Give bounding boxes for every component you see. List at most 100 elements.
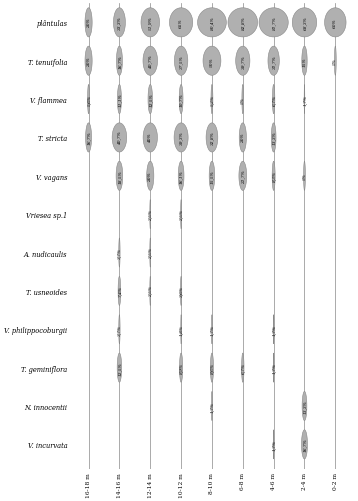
Text: 13,3%: 13,3% bbox=[272, 131, 276, 145]
Text: 5%: 5% bbox=[303, 173, 306, 180]
Polygon shape bbox=[242, 353, 244, 382]
Text: 2,5%: 2,5% bbox=[148, 286, 152, 297]
Text: 11,1%: 11,1% bbox=[117, 93, 121, 107]
Polygon shape bbox=[268, 47, 279, 76]
Polygon shape bbox=[180, 277, 182, 306]
Text: 8,9%: 8,9% bbox=[179, 362, 183, 373]
Text: 1,7%: 1,7% bbox=[210, 401, 214, 412]
Text: 5%: 5% bbox=[333, 58, 337, 65]
Polygon shape bbox=[211, 85, 213, 114]
Text: 40,7%: 40,7% bbox=[148, 55, 152, 69]
Polygon shape bbox=[304, 162, 305, 191]
Polygon shape bbox=[304, 85, 305, 114]
Text: 40%: 40% bbox=[148, 133, 152, 143]
Polygon shape bbox=[292, 9, 317, 38]
Polygon shape bbox=[179, 353, 183, 382]
Polygon shape bbox=[86, 124, 92, 153]
Text: 39,7%: 39,7% bbox=[241, 55, 245, 69]
Text: 5%: 5% bbox=[241, 97, 245, 103]
Text: 1,7%: 1,7% bbox=[210, 324, 214, 335]
Text: 12,5%: 12,5% bbox=[148, 93, 152, 107]
Text: 13,3%: 13,3% bbox=[303, 399, 306, 413]
Text: 7,4%: 7,4% bbox=[117, 286, 121, 297]
Text: 16,7%: 16,7% bbox=[303, 437, 306, 451]
Polygon shape bbox=[198, 9, 226, 38]
Polygon shape bbox=[181, 315, 182, 344]
Text: 3,6%: 3,6% bbox=[179, 286, 183, 297]
Polygon shape bbox=[113, 9, 125, 38]
Polygon shape bbox=[242, 85, 244, 114]
Text: 1,7%: 1,7% bbox=[272, 362, 276, 373]
Text: 5,6%: 5,6% bbox=[87, 94, 91, 105]
Text: 82,8%: 82,8% bbox=[241, 17, 245, 30]
Polygon shape bbox=[117, 85, 121, 114]
Text: 20%: 20% bbox=[87, 19, 91, 28]
Text: 1,7%: 1,7% bbox=[272, 324, 276, 335]
Text: 2,5%: 2,5% bbox=[148, 209, 152, 220]
Text: 20%: 20% bbox=[87, 57, 91, 67]
Polygon shape bbox=[271, 124, 276, 153]
Text: 20%: 20% bbox=[241, 133, 245, 143]
Polygon shape bbox=[228, 9, 258, 38]
Polygon shape bbox=[148, 85, 153, 114]
Text: 15%: 15% bbox=[303, 57, 306, 67]
Text: 31,7%: 31,7% bbox=[272, 55, 276, 69]
Text: 51,9%: 51,9% bbox=[148, 17, 152, 30]
Text: 32,8%: 32,8% bbox=[210, 131, 214, 145]
Polygon shape bbox=[325, 9, 346, 38]
Polygon shape bbox=[334, 47, 336, 76]
Polygon shape bbox=[302, 47, 307, 76]
Polygon shape bbox=[203, 47, 221, 76]
Text: 1,7%: 1,7% bbox=[272, 439, 276, 450]
Text: 39,3%: 39,3% bbox=[179, 131, 183, 145]
Polygon shape bbox=[174, 124, 188, 153]
Polygon shape bbox=[116, 47, 122, 76]
Text: 81,7%: 81,7% bbox=[272, 17, 276, 30]
Polygon shape bbox=[88, 85, 90, 114]
Polygon shape bbox=[206, 124, 218, 153]
Polygon shape bbox=[150, 200, 151, 229]
Polygon shape bbox=[178, 162, 184, 191]
Polygon shape bbox=[301, 430, 308, 459]
Text: 3,7%: 3,7% bbox=[117, 324, 121, 335]
Text: 1,7%: 1,7% bbox=[303, 94, 306, 105]
Polygon shape bbox=[179, 85, 183, 114]
Polygon shape bbox=[141, 9, 160, 38]
Text: 3,7%: 3,7% bbox=[117, 247, 121, 259]
Polygon shape bbox=[119, 238, 120, 268]
Polygon shape bbox=[150, 238, 151, 268]
Polygon shape bbox=[85, 9, 92, 38]
Polygon shape bbox=[112, 124, 127, 153]
Text: 16,1%: 16,1% bbox=[179, 170, 183, 183]
Text: 65%: 65% bbox=[179, 19, 183, 28]
Text: 33,3%: 33,3% bbox=[117, 17, 121, 30]
Polygon shape bbox=[302, 392, 307, 421]
Polygon shape bbox=[169, 9, 193, 38]
Text: 15,5%: 15,5% bbox=[210, 170, 214, 183]
Text: 20%: 20% bbox=[148, 172, 152, 181]
Text: 12,5%: 12,5% bbox=[117, 361, 121, 375]
Text: 8,6%: 8,6% bbox=[210, 362, 214, 373]
Text: 6,7%: 6,7% bbox=[272, 94, 276, 105]
Polygon shape bbox=[236, 47, 250, 76]
Polygon shape bbox=[117, 353, 122, 382]
Polygon shape bbox=[174, 47, 188, 76]
Text: 8,3%: 8,3% bbox=[272, 171, 276, 182]
Text: 68,3%: 68,3% bbox=[303, 17, 306, 30]
Text: 16,7%: 16,7% bbox=[117, 55, 121, 69]
Text: 21,7%: 21,7% bbox=[241, 170, 245, 183]
Polygon shape bbox=[239, 162, 247, 191]
Polygon shape bbox=[181, 200, 182, 229]
Text: 6,7%: 6,7% bbox=[241, 362, 245, 373]
Polygon shape bbox=[209, 162, 215, 191]
Polygon shape bbox=[272, 162, 275, 191]
Text: 5,2%: 5,2% bbox=[210, 94, 214, 105]
Polygon shape bbox=[239, 124, 246, 153]
Text: 2,5%: 2,5% bbox=[179, 209, 183, 220]
Text: 80,4%: 80,4% bbox=[210, 17, 214, 30]
Polygon shape bbox=[118, 277, 121, 306]
Polygon shape bbox=[143, 47, 158, 76]
Polygon shape bbox=[272, 85, 275, 114]
Polygon shape bbox=[259, 9, 288, 38]
Polygon shape bbox=[119, 315, 120, 344]
